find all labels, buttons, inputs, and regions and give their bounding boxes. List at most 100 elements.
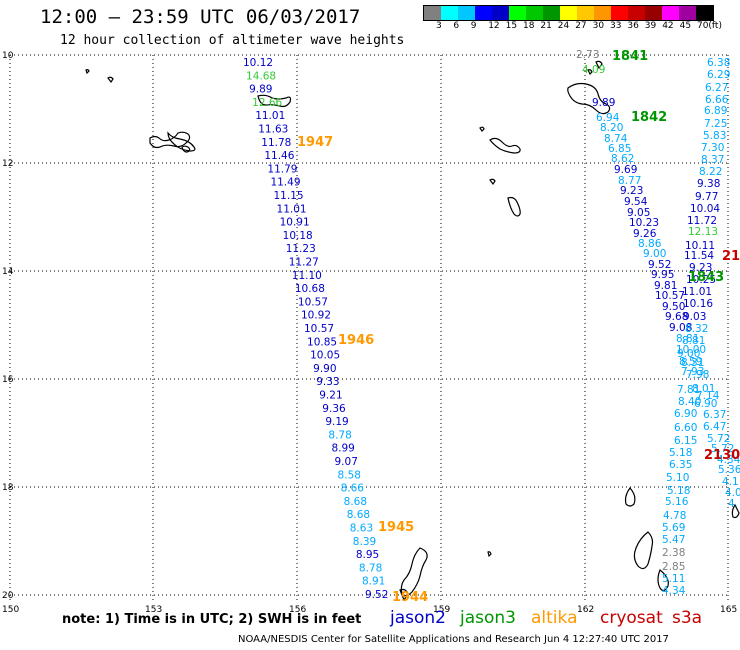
coastlines: [85, 60, 740, 602]
swh-value: 8.63: [350, 523, 373, 535]
legend-swatch: [645, 6, 662, 20]
swh-value: 8.81: [682, 335, 705, 347]
swh-value: 5.18: [669, 447, 692, 459]
time-label: 2130: [704, 448, 740, 463]
swh-value: 9.50: [662, 301, 685, 313]
satellite-label-altika: altika: [531, 608, 578, 628]
time-label: 1842: [631, 110, 667, 125]
legend-swatch: [458, 6, 475, 20]
lon-label: 162: [577, 605, 594, 615]
swh-value: 9.00: [643, 248, 666, 260]
swh-value: 7.30: [701, 142, 724, 154]
color-scale-legend: [423, 5, 714, 21]
swh-value: 12.66: [252, 97, 282, 109]
legend-swatch: [424, 6, 441, 20]
swh-value: 9.81: [654, 280, 677, 292]
time-label: 1947: [297, 135, 333, 150]
time-label: 21: [722, 249, 740, 264]
swh-value: 8.59: [679, 356, 702, 368]
legend-swatch: [492, 6, 509, 20]
time-label: 1946: [338, 333, 374, 348]
legend-label: 3: [436, 21, 442, 31]
lon-label: 150: [2, 605, 19, 615]
time-label: 1843: [688, 270, 724, 285]
swh-value: 9.03: [683, 311, 706, 323]
swh-value: 5.18: [667, 485, 690, 497]
swh-value: 5.72: [707, 433, 730, 445]
satellite-label-jason3: jason3: [460, 608, 516, 628]
swh-value: 9.89: [592, 97, 615, 109]
satellite-label-jason2: jason2: [390, 608, 446, 628]
swh-value: 4.1: [722, 476, 739, 488]
swh-value: 9.52: [365, 589, 388, 601]
swh-value: 6.35: [669, 459, 692, 471]
swh-value: 7.81: [677, 384, 700, 396]
legend-swatch: [696, 6, 713, 20]
legend-swatch: [679, 6, 696, 20]
swh-value: 10.18: [283, 230, 313, 242]
swh-value: 8.74: [604, 133, 628, 145]
swh-value: 10.23: [629, 217, 659, 229]
time-label: 1944: [392, 590, 428, 605]
swh-value: 10.57: [304, 323, 334, 335]
satellite-label-s3a: s3a: [672, 608, 703, 628]
swh-value: 8.91: [362, 576, 385, 588]
swh-value: 8.86: [638, 238, 662, 250]
swh-value: 10.68: [295, 283, 325, 295]
swh-value: 6.90: [674, 408, 697, 420]
legend-label: 30: [592, 21, 605, 31]
swh-value: 8.39: [353, 536, 376, 548]
legend-label: 6: [453, 21, 460, 31]
swh-value: 8.77: [618, 175, 641, 187]
swh-value: 9.69: [614, 164, 637, 176]
lat-label: 20: [2, 591, 14, 601]
swh-value: 8.22: [699, 166, 722, 178]
swh-value: 4.: [728, 498, 738, 510]
swh-value: 9.23: [620, 185, 643, 197]
footer-note: note: 1) Time is in UTC; 2) SWH is in fe…: [62, 612, 362, 627]
swh-value: 5.69: [662, 522, 685, 534]
page-subtitle: 12 hour collection of altimeter wave hei…: [60, 33, 405, 48]
swh-value: 12.13: [688, 226, 718, 238]
swh-value: 11.10: [292, 270, 322, 282]
swh-value: 6.37: [703, 409, 726, 421]
swh-value: 11.01: [277, 203, 307, 215]
swh-value: 14.68: [246, 70, 276, 82]
legend-swatch: [526, 6, 543, 20]
swh-value: 9.07: [335, 456, 358, 468]
legend-label: 24: [557, 21, 570, 31]
swh-value: 2.38: [662, 547, 685, 559]
swh-value: 8.78: [359, 562, 382, 574]
swh-value: 11.01: [255, 110, 285, 122]
swh-value: 5.16: [665, 496, 689, 508]
legend-label: (ft): [708, 21, 722, 31]
swh-value: 6.38: [707, 57, 730, 69]
swh-value: 9.19: [325, 416, 348, 428]
swh-value: 5.83: [703, 130, 726, 142]
swh-value: 4.34: [662, 585, 686, 597]
swh-value: 10.91: [280, 217, 310, 229]
lat-lon-grid: [9, 54, 729, 600]
swh-value: 9.33: [316, 376, 339, 388]
swh-value: 11.01: [682, 286, 712, 298]
swh-value: 11.78: [261, 137, 291, 149]
swh-value: 9.68: [665, 311, 688, 323]
swh-value: 4.78: [663, 510, 686, 522]
swh-value: 6.85: [608, 143, 631, 155]
swh-value: 2.73: [576, 49, 599, 61]
lon-label: 153: [145, 605, 162, 615]
legend-swatch: [594, 6, 611, 20]
swh-value: 8.95: [356, 549, 379, 561]
swh-value: 6.60: [674, 422, 697, 434]
swh-value: 5.10: [666, 472, 689, 484]
legend-label: 33: [610, 21, 622, 31]
swh-value: 7.93: [681, 366, 704, 378]
swh-value: 9.89: [249, 84, 272, 96]
legend-swatch: [662, 6, 679, 20]
time-labels: 1947 1946 1945 1944 1841 1842 1843 21 2130: [297, 49, 740, 605]
satellite-label-cryosat: cryosat: [600, 608, 663, 628]
swh-value: 8.01: [692, 383, 715, 395]
swh-value: 7.98: [686, 369, 709, 381]
footer-credit: NOAA/NESDIS Center for Satellite Applica…: [238, 634, 669, 645]
